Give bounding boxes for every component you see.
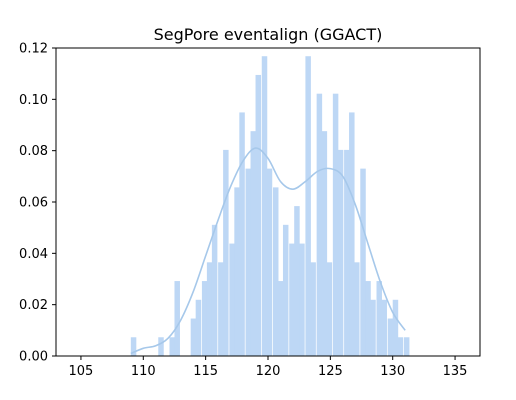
histogram-bar-35 bbox=[360, 168, 366, 356]
histogram-bar-42 bbox=[397, 337, 404, 356]
x-tick-label-120: 120 bbox=[256, 364, 281, 379]
histogram-bar-12 bbox=[234, 187, 240, 356]
x-tick-label-130: 130 bbox=[380, 364, 405, 379]
x-tick-label-125: 125 bbox=[318, 364, 343, 379]
histogram-bar-29 bbox=[326, 262, 333, 356]
histogram-bar-8 bbox=[211, 224, 218, 356]
histogram-bar-6 bbox=[201, 281, 208, 356]
histogram-bar-33 bbox=[349, 112, 355, 356]
histogram-bar-4 bbox=[190, 318, 197, 356]
histogram-bar-20 bbox=[277, 281, 284, 356]
histogram-bar-22 bbox=[289, 243, 295, 356]
histogram-bar-43 bbox=[403, 337, 410, 356]
histogram-bar-40 bbox=[387, 318, 394, 356]
x-tick-label-135: 135 bbox=[443, 364, 468, 379]
kde-curve-group bbox=[130, 147, 406, 355]
histogram-bar-5 bbox=[195, 299, 202, 356]
histogram-bar-27 bbox=[316, 93, 323, 356]
histogram-bar-13 bbox=[239, 112, 245, 356]
histogram-bar-34 bbox=[354, 262, 360, 356]
y-tick-label-1: 0.02 bbox=[19, 298, 48, 313]
histogram-bar-16 bbox=[255, 74, 262, 356]
histogram-bar-36 bbox=[365, 281, 371, 356]
histogram-bar-41 bbox=[392, 299, 399, 356]
histogram-bars bbox=[130, 56, 410, 357]
histogram-bar-18 bbox=[266, 168, 273, 356]
x-tick-label-115: 115 bbox=[193, 364, 218, 379]
histogram-bar-17 bbox=[261, 56, 268, 357]
histogram-bar-32 bbox=[344, 149, 350, 356]
histogram-bar-31 bbox=[337, 149, 344, 356]
histogram-bar-11 bbox=[229, 243, 235, 356]
x-axis: 105 110 115 120 125 130 135 bbox=[69, 356, 468, 379]
y-tick-label-5: 0.10 bbox=[19, 93, 48, 108]
y-tick-label-4: 0.08 bbox=[19, 144, 48, 159]
x-tick-label-110: 110 bbox=[131, 364, 156, 379]
histogram-bar-24 bbox=[299, 243, 305, 356]
histogram-bar-38 bbox=[376, 281, 382, 356]
histogram-bar-1 bbox=[158, 337, 164, 356]
histogram-bar-39 bbox=[381, 299, 387, 356]
histogram-bar-15 bbox=[250, 131, 257, 356]
histogram-bar-3 bbox=[174, 281, 180, 356]
y-tick-label-0: 0.00 bbox=[19, 350, 48, 365]
kde-curve bbox=[130, 147, 406, 355]
x-tick-label-105: 105 bbox=[69, 364, 94, 379]
y-axis: 0.00 0.02 0.04 0.06 0.08 0.10 0.12 bbox=[19, 42, 56, 365]
histogram-bar-28 bbox=[321, 131, 328, 356]
histogram-bar-25 bbox=[305, 56, 311, 357]
histogram-bar-0 bbox=[130, 337, 137, 356]
histogram-bar-37 bbox=[370, 299, 376, 356]
histogram-bar-9 bbox=[218, 262, 224, 356]
histogram-bar-19 bbox=[272, 187, 279, 356]
histogram-bar-7 bbox=[206, 262, 213, 356]
y-tick-label-6: 0.12 bbox=[19, 42, 48, 57]
histogram-bar-26 bbox=[310, 262, 316, 356]
histogram-bar-30 bbox=[332, 93, 339, 356]
histogram-bar-10 bbox=[223, 149, 229, 356]
y-tick-label-3: 0.06 bbox=[19, 196, 48, 211]
histogram-bar-2 bbox=[169, 337, 175, 356]
histogram-bar-23 bbox=[294, 206, 300, 356]
histogram-bar-21 bbox=[282, 224, 289, 356]
chart-title: SegPore eventalign (GGACT) bbox=[154, 25, 383, 44]
y-tick-label-2: 0.04 bbox=[19, 247, 48, 262]
histogram-bar-14 bbox=[245, 168, 252, 356]
